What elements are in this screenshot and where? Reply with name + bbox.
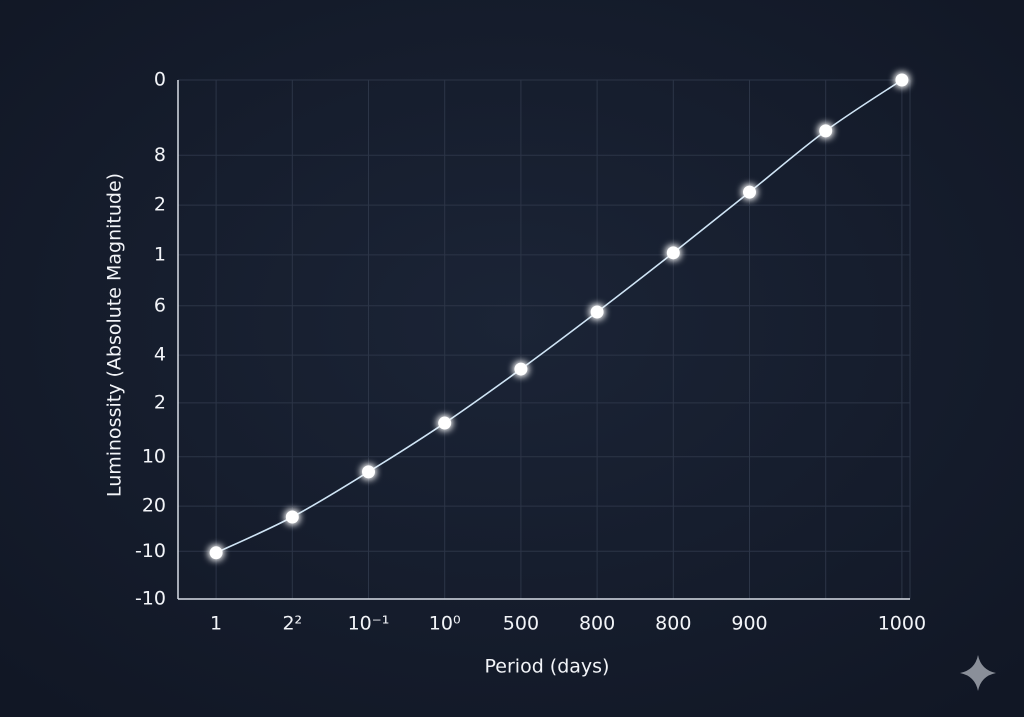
x-tick-label: 800 bbox=[655, 613, 691, 635]
data-point bbox=[743, 185, 756, 199]
data-point bbox=[209, 546, 223, 560]
x-tick-label: 900 bbox=[731, 613, 767, 635]
y-tick-label: 2 bbox=[154, 391, 166, 413]
x-tick-label: 1 bbox=[210, 613, 222, 635]
sparkle-icon bbox=[960, 655, 996, 691]
x-tick-label: 1000 bbox=[878, 613, 926, 635]
grid bbox=[178, 79, 911, 600]
data-point bbox=[590, 305, 604, 319]
y-tick-label: -10 bbox=[135, 540, 166, 562]
x-tick-label: 800 bbox=[579, 613, 615, 635]
y-tick-label: 8 bbox=[154, 144, 166, 166]
data-point bbox=[285, 510, 299, 524]
y-tick-label: 20 bbox=[142, 495, 166, 517]
y-tick-label: -10 bbox=[135, 588, 166, 610]
data-point bbox=[438, 416, 452, 430]
y-tick-label: 4 bbox=[154, 344, 166, 366]
y-tick-label: 1 bbox=[154, 243, 166, 265]
y-axis-label: Luminossity (Absolute Magnitude) bbox=[104, 173, 126, 497]
y-tick-label: 6 bbox=[154, 294, 166, 316]
data-point bbox=[514, 362, 528, 376]
y-tick-label: 2 bbox=[154, 194, 166, 216]
y-tick-label: 0 bbox=[154, 69, 166, 91]
x-tick-label: 500 bbox=[503, 613, 539, 635]
series-line bbox=[215, 79, 903, 554]
x-axis-label: Period (days) bbox=[485, 656, 610, 678]
data-point bbox=[666, 246, 680, 260]
x-tick-label: 10⁰ bbox=[429, 613, 461, 635]
x-tick-label: 2² bbox=[282, 613, 302, 635]
data-point bbox=[895, 73, 909, 87]
data-point bbox=[362, 465, 375, 479]
data-point bbox=[819, 124, 833, 138]
x-tick-label: 10⁻¹ bbox=[348, 613, 390, 635]
y-tick-label: 10 bbox=[142, 445, 166, 467]
